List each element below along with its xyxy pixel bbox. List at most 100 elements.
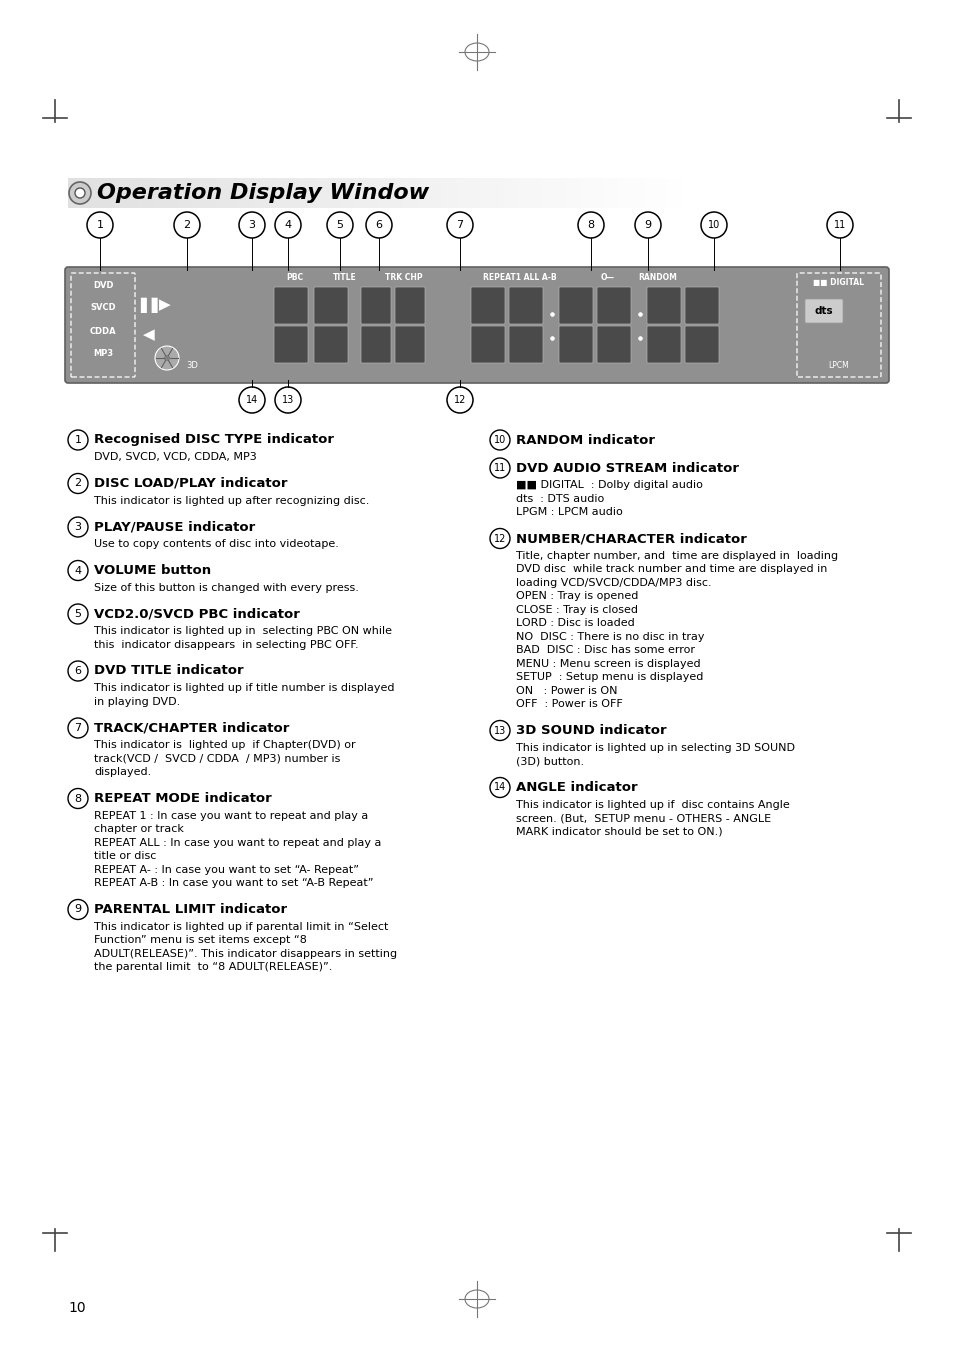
Bar [355,178,363,208]
Circle shape [700,212,726,238]
Text: 10: 10 [707,220,720,230]
FancyBboxPatch shape [509,326,542,363]
Text: Use to copy contents of disc into videotape.: Use to copy contents of disc into videot… [94,539,338,550]
Text: This indicator is lighted up if  disc contains Angle: This indicator is lighted up if disc con… [516,800,789,809]
Bar [386,178,395,208]
Bar [573,178,580,208]
Bar [193,178,200,208]
Bar [130,178,138,208]
Bar [550,178,558,208]
Circle shape [68,473,88,493]
Text: REPEAT A-B : In case you want to set “A-B Repeat”: REPEAT A-B : In case you want to set “A-… [94,878,374,888]
FancyBboxPatch shape [471,286,504,324]
Bar [114,178,122,208]
Circle shape [69,182,91,204]
Text: PLAY/PAUSE indicator: PLAY/PAUSE indicator [94,520,255,534]
FancyBboxPatch shape [804,299,842,323]
Text: Recognised DISC TYPE indicator: Recognised DISC TYPE indicator [94,434,334,446]
Text: 3: 3 [74,521,81,532]
Bar [604,178,612,208]
Bar [99,178,107,208]
Text: DISC LOAD/PLAY indicator: DISC LOAD/PLAY indicator [94,477,287,490]
Text: REPEAT 1 : In case you want to repeat and play a: REPEAT 1 : In case you want to repeat an… [94,811,368,820]
Text: PBC: PBC [286,273,303,282]
Bar [91,178,99,208]
Text: OPEN : Tray is opened: OPEN : Tray is opened [516,592,638,601]
Text: Title, chapter number, and  time are displayed in  loading: Title, chapter number, and time are disp… [516,551,838,561]
Text: This indicator is  lighted up  if Chapter(DVD) or: This indicator is lighted up if Chapter(… [94,740,355,750]
Text: DVD AUDIO STREAM indicator: DVD AUDIO STREAM indicator [516,462,739,474]
Circle shape [490,777,510,797]
FancyBboxPatch shape [646,326,680,363]
Bar [316,178,324,208]
Bar [402,178,410,208]
FancyBboxPatch shape [558,286,593,324]
Text: TRK CHP: TRK CHP [385,273,422,282]
FancyBboxPatch shape [274,286,308,324]
Text: MENU : Menu screen is displayed: MENU : Menu screen is displayed [516,659,700,669]
Bar [324,178,332,208]
Circle shape [274,386,301,413]
Bar [332,178,340,208]
Text: track(VCD /  SVCD / CDDA  / MP3) number is: track(VCD / SVCD / CDDA / MP3) number is [94,754,340,763]
Bar [239,178,247,208]
FancyBboxPatch shape [360,326,391,363]
Bar [75,178,84,208]
Text: 3D SOUND indicator: 3D SOUND indicator [516,724,666,738]
Text: displayed.: displayed. [94,767,152,777]
Text: OFF  : Power is OFF: OFF : Power is OFF [516,700,622,709]
Circle shape [826,212,852,238]
Bar [410,178,417,208]
Circle shape [447,386,473,413]
Text: 8: 8 [587,220,594,230]
Bar [378,178,386,208]
Bar [612,178,619,208]
Bar [541,178,550,208]
Bar [277,178,285,208]
Bar [294,178,301,208]
Bar [440,178,449,208]
Text: SVCD: SVCD [91,304,115,312]
Text: This indicator is lighted up after recognizing disc.: This indicator is lighted up after recog… [94,496,369,505]
Text: screen. (But,  SETUP menu - OTHERS - ANGLE: screen. (But, SETUP menu - OTHERS - ANGL… [516,813,770,823]
Circle shape [154,346,179,370]
Bar [596,178,604,208]
FancyBboxPatch shape [471,326,504,363]
Circle shape [274,212,301,238]
Text: ▶: ▶ [159,297,171,312]
Circle shape [239,212,265,238]
Text: 10: 10 [494,435,506,444]
Text: dts  : DTS audio: dts : DTS audio [516,493,603,504]
Text: in playing DVD.: in playing DVD. [94,697,180,707]
Bar [627,178,635,208]
Text: 4: 4 [74,566,81,576]
FancyBboxPatch shape [684,286,719,324]
Circle shape [173,212,200,238]
Text: 8: 8 [74,793,81,804]
Circle shape [447,212,473,238]
Bar [472,178,479,208]
Text: 5: 5 [74,609,81,619]
Text: 12: 12 [494,534,506,543]
Bar [107,178,114,208]
Text: VCD2.0/SVCD PBC indicator: VCD2.0/SVCD PBC indicator [94,608,299,620]
Bar [479,178,487,208]
Circle shape [68,604,88,624]
Bar [588,178,596,208]
Bar [518,178,526,208]
FancyBboxPatch shape [360,286,391,324]
Text: ◀: ◀ [143,327,154,343]
FancyBboxPatch shape [558,326,593,363]
Text: BAD  DISC : Disc has some error: BAD DISC : Disc has some error [516,646,695,655]
Bar [534,178,541,208]
Circle shape [87,212,112,238]
Circle shape [239,386,265,413]
Circle shape [68,900,88,920]
Bar [619,178,627,208]
Text: 6: 6 [74,666,81,676]
Text: TRACK/CHAPTER indicator: TRACK/CHAPTER indicator [94,721,289,735]
Bar [425,178,433,208]
Circle shape [578,212,603,238]
Text: Function” menu is set items except “8: Function” menu is set items except “8 [94,935,307,946]
FancyBboxPatch shape [395,326,424,363]
